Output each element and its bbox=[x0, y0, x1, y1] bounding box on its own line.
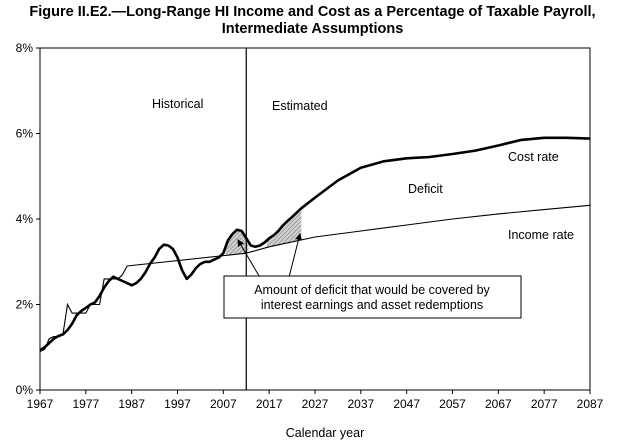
x-tick-label: 2047 bbox=[393, 397, 420, 411]
callout-box: Amount of deficit that would be covered … bbox=[223, 275, 522, 319]
x-axis: 1967 1977 1987 1997 2007 2017 2027 2037 2047 2057… bbox=[27, 390, 604, 411]
x-tick-label: 1987 bbox=[118, 397, 145, 411]
callout-text-line1: Amount of deficit that would be covered … bbox=[254, 283, 490, 297]
callout-arrow-estimated bbox=[287, 233, 302, 282]
label-historical: Historical bbox=[152, 97, 203, 111]
label-cost-rate: Cost rate bbox=[508, 150, 559, 164]
callout-text-line2: interest earnings and asset redemptions bbox=[261, 298, 483, 312]
x-tick-label: 1967 bbox=[27, 397, 54, 411]
cost-rate-line bbox=[39, 136, 591, 352]
callout-arrows bbox=[237, 233, 302, 282]
y-tick-label: 8% bbox=[16, 41, 34, 55]
x-tick-label: 2057 bbox=[439, 397, 466, 411]
x-tick-label: 2077 bbox=[531, 397, 558, 411]
callout-frame bbox=[223, 275, 522, 319]
label-estimated: Estimated bbox=[272, 99, 328, 113]
label-income-rate: Income rate bbox=[508, 228, 574, 242]
chart-title: Figure II.E2.—Long-Range HI Income and C… bbox=[0, 4, 625, 38]
chart-subtitle: Intermediate Assumptions bbox=[221, 21, 404, 37]
y-tick-label: 0% bbox=[16, 383, 34, 397]
y-tick-label: 4% bbox=[16, 212, 34, 226]
x-tick-label: 2017 bbox=[256, 397, 283, 411]
x-tick-label: 2027 bbox=[302, 397, 329, 411]
x-tick-label: 2067 bbox=[485, 397, 512, 411]
y-tick-label: 6% bbox=[16, 127, 34, 141]
x-tick-label: 2087 bbox=[577, 397, 604, 411]
x-tick-label: 1997 bbox=[164, 397, 191, 411]
label-deficit: Deficit bbox=[408, 182, 443, 196]
chart-title-line1: Figure II.E2.—Long-Range HI Income and C… bbox=[29, 4, 596, 20]
y-axis: 0% 2% 4% 6% 8% bbox=[16, 41, 40, 397]
x-tick-label: 1977 bbox=[72, 397, 99, 411]
callout-arrow-historical bbox=[237, 239, 263, 282]
x-tick-label: 2037 bbox=[347, 397, 374, 411]
y-tick-label: 2% bbox=[16, 298, 34, 312]
x-tick-label: 2007 bbox=[210, 397, 237, 411]
x-axis-title: Calendar year bbox=[286, 426, 365, 440]
